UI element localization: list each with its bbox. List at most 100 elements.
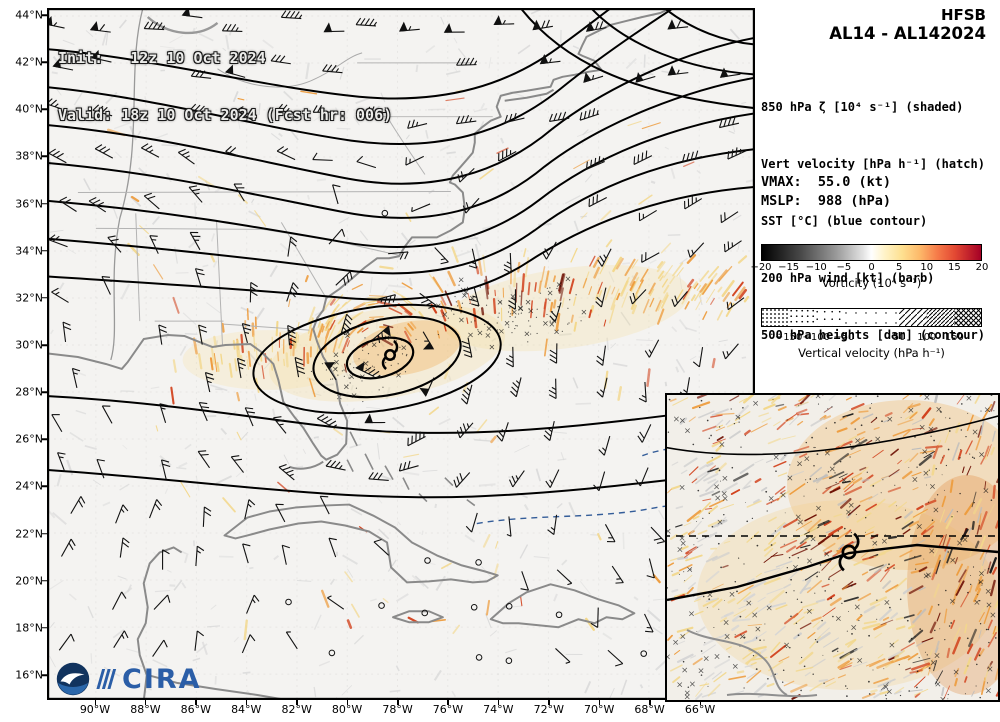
colorbar-tick-label: 20 xyxy=(975,262,989,273)
lon-tickmark xyxy=(296,700,298,705)
lat-tickmark xyxy=(42,674,47,676)
lon-tick-label: 70°W xyxy=(584,703,615,716)
lat-tick-label: 18°N xyxy=(15,621,43,635)
forecast-time-overlay: Init: 12z 10 Oct 2024 Valid: 18z 10 Oct … xyxy=(58,11,392,163)
hatch-tick-label: −50 xyxy=(833,332,855,343)
lon-tickmark xyxy=(397,700,399,705)
lat-tick-label: 22°N xyxy=(15,527,43,541)
lon-tickmark xyxy=(497,700,500,705)
lon-tickmark xyxy=(245,700,248,705)
colorbar-ticks: −20 −15 −10 −5 0 5 10 15 20 xyxy=(750,262,988,275)
lat-tickmark xyxy=(42,344,47,346)
lon-tick-label: 88°W xyxy=(130,703,161,716)
hatch-tick-label: −100 xyxy=(802,332,830,343)
lon-tickmark xyxy=(548,700,550,705)
lat-tickmark xyxy=(42,485,47,488)
hatch-ticks: −150 −100 −50 50 100 150 xyxy=(761,332,982,345)
lat-tick-label: 20°N xyxy=(15,574,43,588)
main-map: Init: 12z 10 Oct 2024 Valid: 18z 10 Oct … xyxy=(47,8,755,700)
noaa-logo-icon xyxy=(56,662,90,696)
legend-line-sst: SST [°C] (blue contour) xyxy=(761,214,928,228)
lat-tickmark xyxy=(42,155,47,158)
valid-time-label: Valid: 18z 10 Oct 2024 (Fcst hr: 006) xyxy=(58,106,393,124)
lon-tick-label: 72°W xyxy=(533,703,564,716)
lon-tickmark xyxy=(94,700,96,705)
lat-tick-label: 36°N xyxy=(15,197,43,211)
lat-tick-label: 26°N xyxy=(15,432,43,446)
lat-tick-label: 24°N xyxy=(15,479,43,493)
lat-tickmark xyxy=(42,297,47,299)
storm-id: AL14 - AL142024 xyxy=(829,24,986,43)
inset-map-canvas xyxy=(667,395,998,700)
legend-line-heights: 500 hPa heights [dam] (contour) xyxy=(761,328,985,342)
lon-tickmark xyxy=(195,700,197,705)
vorticity-colorbar: −20 −15 −10 −5 0 5 10 15 20 Vorticity (10⁴ s⁻¹) xyxy=(750,244,988,290)
lon-tickmark xyxy=(649,700,651,705)
lon-tick-label: 68°W xyxy=(634,703,665,716)
lat-tickmark xyxy=(42,202,47,205)
colorbar-gradient xyxy=(761,244,982,261)
vmax-value: VMAX: 55.0 (kt) xyxy=(761,174,892,190)
lat-tickmark xyxy=(42,438,47,441)
branding: CIRA xyxy=(56,662,202,696)
lat-tick-label: 40°N xyxy=(15,102,43,116)
lat-tickmark xyxy=(42,108,47,111)
hatch-tick-label: 100 xyxy=(917,332,937,343)
colorbar-tick-label: −5 xyxy=(836,262,852,273)
legend-line-vvel: Vert velocity [hPa h⁻¹] (hatch) xyxy=(761,157,985,171)
model-name: HFSB xyxy=(940,6,986,24)
cira-wordmark: CIRA xyxy=(122,663,202,695)
lon-tick-label: 82°W xyxy=(281,703,312,716)
legend-line-vorticity: 850 hPa ζ [10⁴ s⁻¹] (shaded) xyxy=(761,100,964,114)
hatch-tick-label: 50 xyxy=(892,332,906,343)
hatch-tick-label: −150 xyxy=(774,332,803,343)
lat-tick-label: 34°N xyxy=(15,244,43,258)
colorbar-title: Vorticity (10⁴ s⁻¹) xyxy=(821,276,922,290)
colorbar-tick-label: −10 xyxy=(805,262,827,273)
colorbar-tick-label: 5 xyxy=(895,262,903,273)
lon-tick-label: 80°W xyxy=(331,703,363,716)
lat-tickmark xyxy=(42,532,47,535)
lat-tick-label: 32°N xyxy=(15,291,43,305)
hatch-title: Vertical velocity (hPa h⁻¹) xyxy=(798,346,945,360)
lat-tickmark xyxy=(42,61,47,63)
lon-tick-label: 84°W xyxy=(231,703,262,716)
lon-tick-label: 74°W xyxy=(483,703,514,716)
init-time-label: Init: 12z 10 Oct 2024 xyxy=(58,49,266,67)
lon-tickmark xyxy=(346,700,349,705)
inset-map xyxy=(665,393,1000,702)
cira-logo-icon xyxy=(96,669,117,689)
main-map-canvas xyxy=(48,9,754,699)
lon-tick-label: 90°W xyxy=(79,703,111,716)
lat-tick-label: 28°N xyxy=(15,385,43,399)
legend-line-wind: 200 hPa wind [kt] (barb) xyxy=(761,271,935,285)
colorbar-tick-label: 10 xyxy=(920,262,934,273)
lon-tick-label: 86°W xyxy=(180,703,212,716)
hatch-pattern-bar xyxy=(761,308,982,327)
colorbar-tick-label: −20 xyxy=(750,262,772,273)
lon-tick-label: 66°W xyxy=(684,703,716,716)
colorbar-tick-label: 15 xyxy=(948,262,961,273)
lat-tickmark xyxy=(42,579,47,582)
lat-tick-label: 42°N xyxy=(15,55,43,69)
lon-tickmark xyxy=(144,700,147,705)
lat-tick-label: 44°N xyxy=(15,8,43,22)
lat-tick-label: 38°N xyxy=(15,149,43,163)
lat-tick-label: 30°N xyxy=(15,338,43,352)
lat-tickmark xyxy=(42,14,47,16)
lon-tick-label: 78°W xyxy=(382,703,413,716)
lat-tickmark xyxy=(42,249,47,252)
lon-tickmark xyxy=(699,700,702,705)
lon-tickmark xyxy=(598,700,601,705)
lat-tickmark xyxy=(42,627,47,629)
lat-tickmark xyxy=(42,391,47,393)
hatch-tick-label: 150 xyxy=(944,332,964,343)
lon-tick-label: 76°W xyxy=(432,703,464,716)
colorbar-tick-label: −15 xyxy=(778,262,800,273)
colorbar-tick-label: 0 xyxy=(868,262,875,273)
field-legend: 850 hPa ζ [10⁴ s⁻¹] (shaded) Vert veloci… xyxy=(761,60,985,383)
mslp-value: MSLP: 988 (hPa) xyxy=(761,193,892,209)
lon-tickmark xyxy=(447,700,449,705)
lat-tick-label: 16°N xyxy=(15,668,43,682)
